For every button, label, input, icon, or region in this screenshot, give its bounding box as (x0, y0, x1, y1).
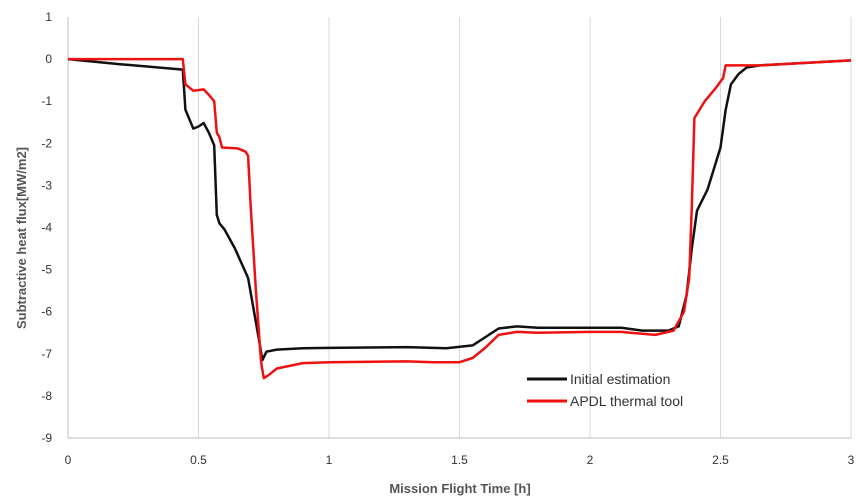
x-tick-label: 3 (848, 453, 855, 467)
y-tick-label: -5 (41, 263, 52, 277)
x-tick-label: 1.5 (451, 453, 468, 467)
y-tick-label: -8 (41, 389, 52, 403)
x-axis-title: Mission Flight Time [h] (389, 481, 530, 496)
y-tick-label: 1 (45, 10, 52, 24)
series-line-initial-estimation (67, 57, 852, 362)
series-line-apdl-thermal-tool (68, 57, 852, 380)
legend: Initial estimation APDL thermal tool (527, 371, 683, 409)
x-tick-label: 2 (587, 453, 594, 467)
y-tick-label: -3 (41, 178, 52, 192)
x-tick-label: 1 (326, 453, 333, 467)
y-axis-title: Subtractive heat flux[MW/m2] (14, 147, 29, 329)
legend-label-initial-estimation: Initial estimation (570, 371, 670, 387)
legend-label-apdl-thermal-tool: APDL thermal tool (570, 393, 683, 409)
series-lines (67, 57, 852, 380)
x-tick-label: 0.5 (190, 453, 207, 467)
y-tick-label: -9 (41, 431, 52, 445)
x-tick-label: 0 (65, 453, 72, 467)
y-tick-label: -7 (41, 347, 52, 361)
y-tick-label: -1 (41, 94, 52, 108)
tick-labels: 0 0.5 1 1.5 2 2.5 3 1 0 -1 -2 -3 -4 -5 -6 -7 -8 -9 (41, 10, 854, 467)
x-tick-label: 2.5 (712, 453, 729, 467)
y-tick-label: -4 (41, 221, 52, 235)
y-tick-label: 0 (45, 52, 52, 66)
gridlines (67, 17, 852, 439)
y-tick-label: -2 (41, 136, 52, 150)
y-tick-label: -6 (41, 305, 52, 319)
